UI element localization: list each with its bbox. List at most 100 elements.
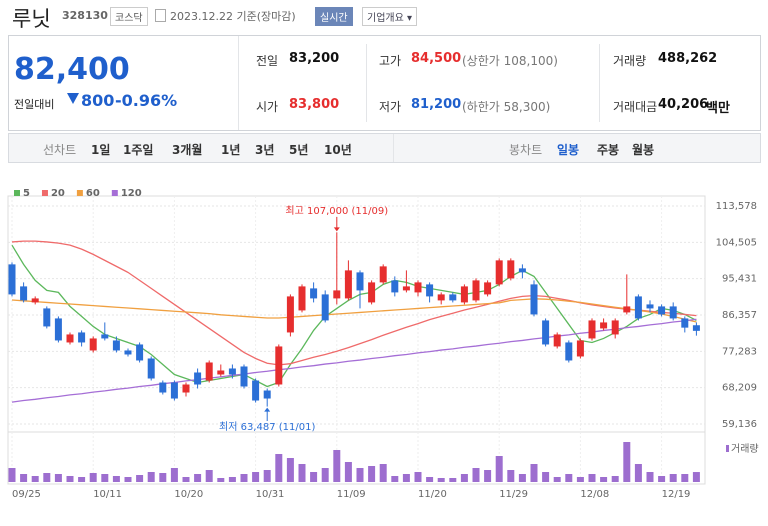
volume-bar (136, 475, 144, 482)
volume-bar (368, 466, 376, 482)
volume-bar (54, 474, 62, 482)
candle-body (414, 282, 422, 293)
y-tick-label: 104,505 (716, 237, 757, 248)
tab[interactable]: 1일 (91, 143, 111, 157)
candle-body (658, 306, 666, 315)
y-tick-label: 113,578 (716, 201, 757, 212)
y-tick-label: 77,283 (722, 346, 757, 357)
tab[interactable]: 10년 (324, 143, 352, 157)
volume-bar (449, 478, 457, 482)
volume-bar (530, 464, 538, 482)
candle-body (321, 294, 329, 321)
tab[interactable]: 일봉 (557, 143, 580, 157)
legend-swatch (111, 190, 118, 196)
legend-label: 5 (23, 188, 30, 199)
info-value: 83,800 (289, 97, 340, 112)
legend-swatch (76, 190, 83, 196)
candle-body (588, 320, 596, 339)
candle-body (78, 332, 86, 343)
company-info-button[interactable]: 기업개요 ▾ (362, 7, 418, 26)
realtime-badge[interactable]: 실시간 (315, 7, 353, 26)
volume-bar (43, 473, 51, 482)
candle-body (565, 342, 573, 361)
current-price: 82,400 (14, 52, 130, 87)
candle-body (275, 346, 283, 385)
ma-line (11, 298, 697, 323)
candle-body (159, 382, 167, 393)
volume-bar (402, 474, 410, 482)
candle-body (391, 280, 399, 293)
y-tick-label: 68,209 (722, 383, 757, 394)
volume-bar (588, 474, 596, 482)
volume-bar (495, 456, 503, 482)
volume-bar (228, 477, 236, 482)
candle-body (530, 284, 538, 315)
tab[interactable]: 1주일 (123, 143, 154, 157)
candle-body (43, 308, 51, 327)
volume-bar (240, 474, 248, 482)
company-info-text: 기업개요 (367, 13, 404, 24)
tab[interactable]: 1년 (221, 143, 241, 157)
candle-body (136, 344, 144, 361)
volume-bar (31, 476, 39, 482)
candle-body (310, 288, 318, 299)
volume-bar (205, 470, 213, 482)
candle-body (298, 286, 306, 311)
candle-body (8, 264, 16, 295)
candle-body (623, 306, 631, 313)
candle-body (20, 286, 28, 301)
info-unit: 백만 (706, 101, 730, 116)
candle-body (646, 304, 654, 309)
volume-bar (472, 468, 480, 482)
tab-group-label: 봉차트 (509, 143, 543, 157)
tab[interactable]: 주봉 (597, 143, 620, 157)
volume-bar (78, 477, 86, 482)
candle-body (147, 358, 155, 379)
volume-bar (669, 474, 677, 482)
candle-body (89, 338, 97, 351)
tab[interactable]: 5년 (289, 143, 309, 157)
market-badge: 코스닥 (110, 7, 148, 26)
volume-bar (460, 474, 468, 482)
candle-body (681, 318, 689, 328)
doc-icon (155, 9, 166, 22)
legend-swatch (41, 190, 48, 196)
volume-bar (8, 468, 16, 482)
volume-bar (565, 474, 573, 482)
candle-body (54, 318, 62, 341)
stock-name: 루닛 (12, 7, 51, 31)
candle-body (634, 296, 642, 319)
volume-bar (658, 476, 666, 482)
legend-label: 120 (121, 188, 142, 199)
candle-body (286, 296, 294, 333)
candle-body (170, 382, 178, 399)
tab[interactable]: 월봉 (632, 143, 655, 157)
tab[interactable]: 3년 (255, 143, 275, 157)
x-tick-label: 11/29 (499, 489, 528, 500)
candle-body (669, 306, 677, 319)
volume-bar (275, 454, 283, 482)
info-label: 저가 (379, 100, 402, 114)
tab[interactable]: 3개월 (172, 143, 203, 157)
volume-bar (112, 476, 120, 482)
candle-body (379, 266, 387, 283)
candle-body (600, 322, 608, 329)
candle-body (553, 334, 561, 347)
x-tick-label: 10/20 (174, 489, 203, 500)
volume-bar (379, 464, 387, 482)
volume-bar (66, 476, 74, 482)
volume-bar (217, 478, 225, 482)
candle-body (460, 286, 468, 303)
legend-swatch (14, 190, 20, 196)
annotation-arrowhead (333, 227, 340, 232)
x-tick-label: 12/08 (580, 489, 609, 500)
x-tick-label: 11/09 (337, 489, 366, 500)
candle-body (507, 260, 515, 279)
volume-bar (252, 472, 260, 482)
volume-bar (20, 474, 28, 482)
x-tick-label: 10/31 (256, 489, 285, 500)
volume-bar (692, 472, 700, 482)
volume-bar (298, 464, 306, 482)
candle-body (252, 380, 260, 401)
